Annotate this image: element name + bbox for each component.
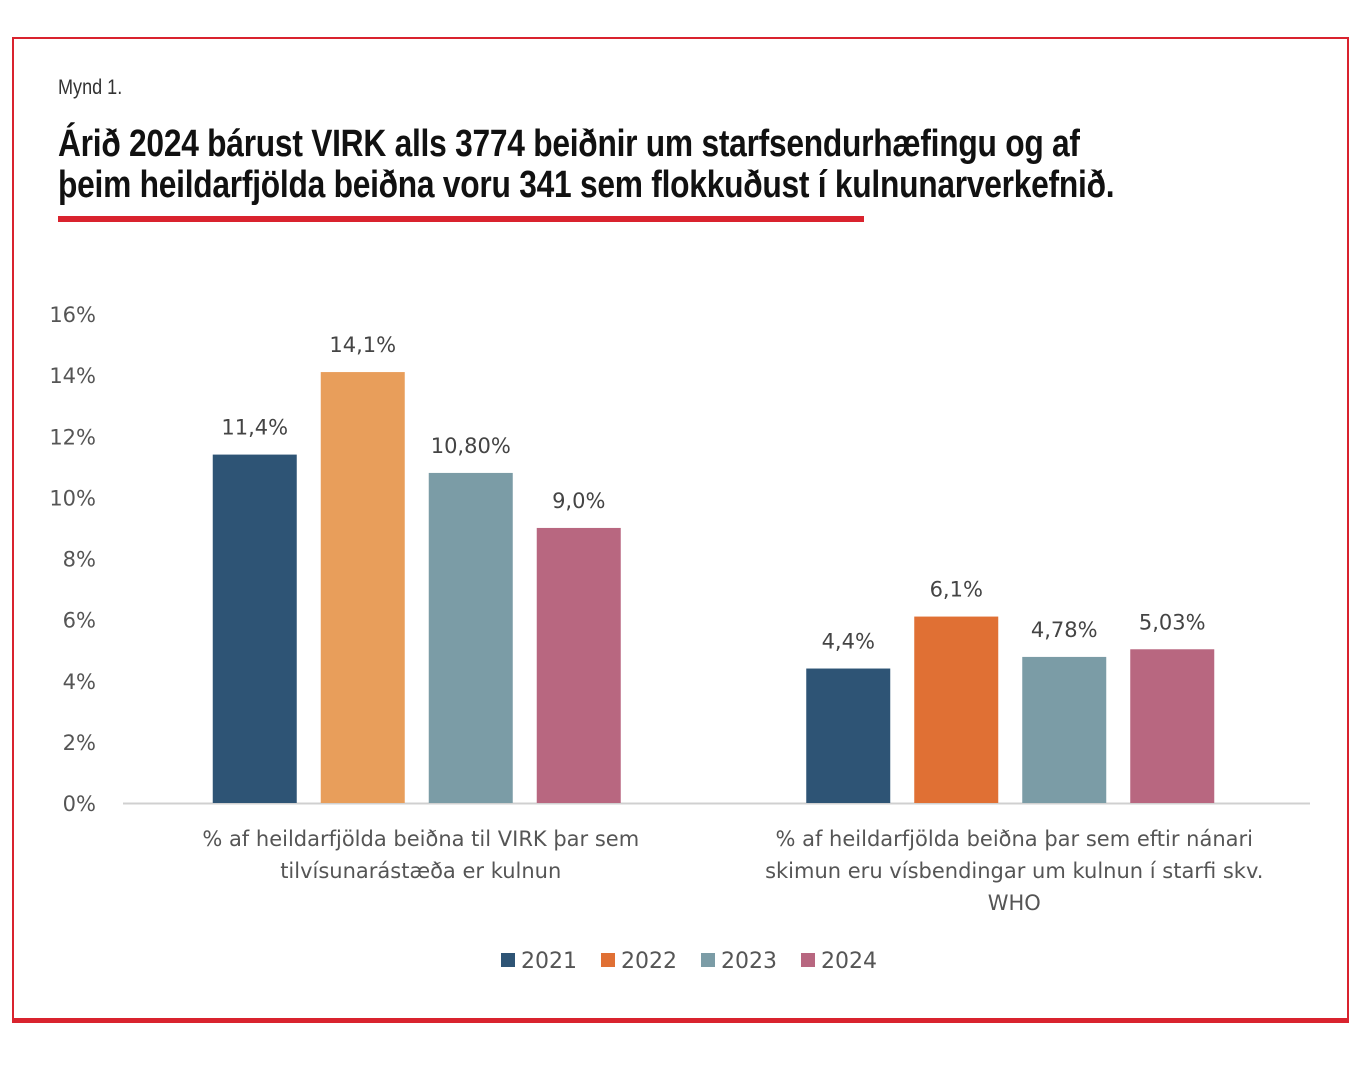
bar-2023-group-1 xyxy=(428,472,513,803)
title-underline xyxy=(58,216,864,222)
bar-2021-group-2 xyxy=(806,668,891,803)
category-label-line: WHO xyxy=(988,891,1041,915)
y-tick-label: 12% xyxy=(49,425,96,449)
bar-2024-group-2 xyxy=(1130,649,1215,803)
y-tick-label: 6% xyxy=(63,609,96,633)
legend-swatch-2022 xyxy=(601,953,615,967)
data-label: 10,80% xyxy=(431,434,511,458)
legend-label-2023: 2023 xyxy=(721,949,777,974)
data-label: 4,4% xyxy=(822,630,875,654)
legend-label-2024: 2024 xyxy=(821,949,877,974)
bar-2021-group-1 xyxy=(212,454,297,803)
data-label: 4,78% xyxy=(1031,618,1098,642)
bar-2023-group-2 xyxy=(1022,656,1107,803)
category-label-line: % af heildarfjölda beiðna til VIRK þar s… xyxy=(202,827,639,851)
y-tick-label: 2% xyxy=(63,731,96,755)
legend-label-2021: 2021 xyxy=(521,949,577,974)
figure-frame xyxy=(12,37,1349,1023)
category-label-line: tilvísunarástæða er kulnun xyxy=(280,859,561,883)
figure-title: Árið 2024 bárust VIRK alls 3774 beiðnir … xyxy=(58,124,1227,206)
data-label: 9,0% xyxy=(552,489,605,513)
y-tick-label: 14% xyxy=(49,364,96,388)
figure-label: Mynd 1. xyxy=(58,76,123,99)
data-label: 6,1% xyxy=(930,578,983,602)
bar-2024-group-1 xyxy=(536,527,621,803)
legend-swatch-2023 xyxy=(701,953,715,967)
data-label: 14,1% xyxy=(329,333,396,357)
y-tick-label: 4% xyxy=(63,670,96,694)
y-tick-label: 8% xyxy=(63,548,96,572)
bar-2022-group-2 xyxy=(914,616,999,803)
y-tick-label: 0% xyxy=(63,792,96,816)
data-label: 5,03% xyxy=(1139,610,1206,634)
legend-swatch-2021 xyxy=(501,953,515,967)
legend-swatch-2024 xyxy=(801,953,815,967)
y-tick-label: 10% xyxy=(49,486,96,510)
figure-title-line-2: þeim heildarfjölda beiðna voru 341 sem f… xyxy=(58,164,1115,206)
y-tick-label: 16% xyxy=(49,303,96,327)
legend-label-2022: 2022 xyxy=(621,949,677,974)
figure-title-line-1: Árið 2024 bárust VIRK alls 3774 beiðnir … xyxy=(58,123,1080,165)
category-label-line: skimun eru vísbendingar um kulnun í star… xyxy=(765,859,1263,883)
category-label-line: % af heildarfjölda beiðna þar sem eftir … xyxy=(775,827,1253,851)
data-label: 11,4% xyxy=(221,416,288,440)
bar-2022-group-1 xyxy=(320,372,405,803)
